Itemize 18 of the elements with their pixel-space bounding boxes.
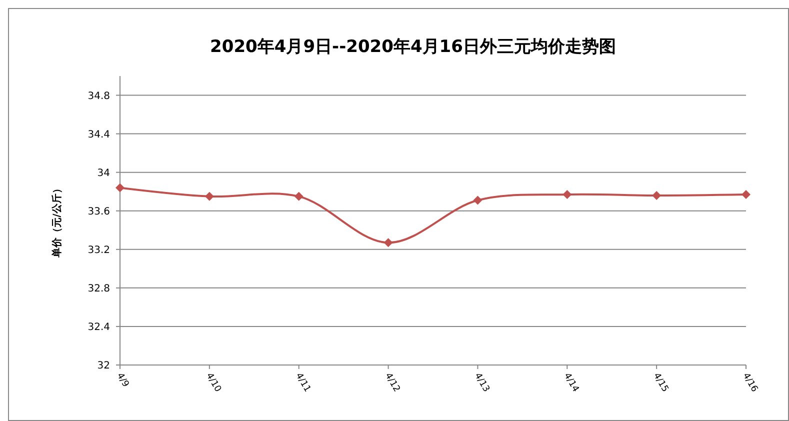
chart-title: 2020年4月9日--2020年4月16日外三元均价走势图	[210, 37, 616, 57]
y-tick-label: 33.6	[88, 206, 110, 218]
y-tick-label: 33.2	[88, 244, 110, 256]
y-tick-label: 32	[97, 360, 110, 372]
point	[473, 196, 482, 205]
point	[562, 190, 572, 199]
point	[294, 192, 304, 201]
y-axis-title: 单价（元/公斤）	[51, 184, 63, 258]
y-tick-label: 34.8	[88, 90, 110, 102]
y-tick-label: 34.4	[88, 129, 110, 140]
point	[204, 192, 214, 201]
point	[384, 238, 393, 248]
y-tick-label: 32.4	[88, 322, 110, 333]
y-tick-label: 32.8	[88, 283, 110, 294]
y-tick-label: 34	[97, 168, 110, 179]
point	[116, 183, 124, 192]
point	[742, 190, 750, 199]
x-tick-label: 4/9	[114, 372, 130, 390]
